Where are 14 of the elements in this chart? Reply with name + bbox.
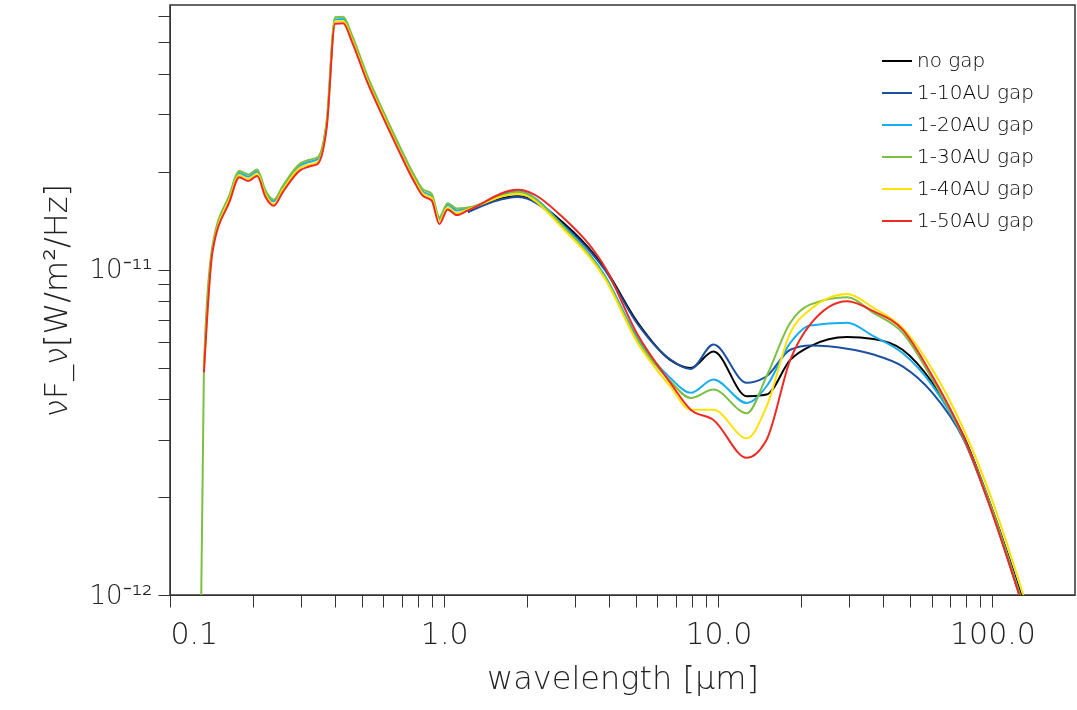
- legend-label: no gap: [917, 48, 986, 72]
- y-tick-label: 10⁻¹¹: [89, 254, 153, 285]
- x-axis-title: wavelength [μm]: [487, 658, 759, 697]
- legend-label: 1-20AU gap: [917, 112, 1035, 136]
- legend-label: 1-50AU gap: [917, 208, 1035, 232]
- x-tick-label: 0.1: [170, 615, 219, 651]
- x-tick-label: 10.0: [685, 615, 753, 651]
- y-axis-title: νF_ν[W/m²/Hz]: [36, 183, 75, 418]
- legend-label: 1-30AU gap: [917, 144, 1035, 168]
- legend-label: 1-40AU gap: [917, 176, 1035, 200]
- legend-label: 1-10AU gap: [917, 80, 1035, 104]
- x-tick-label: 1.0: [420, 615, 469, 651]
- x-tick-label: 100.0: [950, 615, 1036, 651]
- y-tick-label: 10⁻¹²: [89, 579, 153, 610]
